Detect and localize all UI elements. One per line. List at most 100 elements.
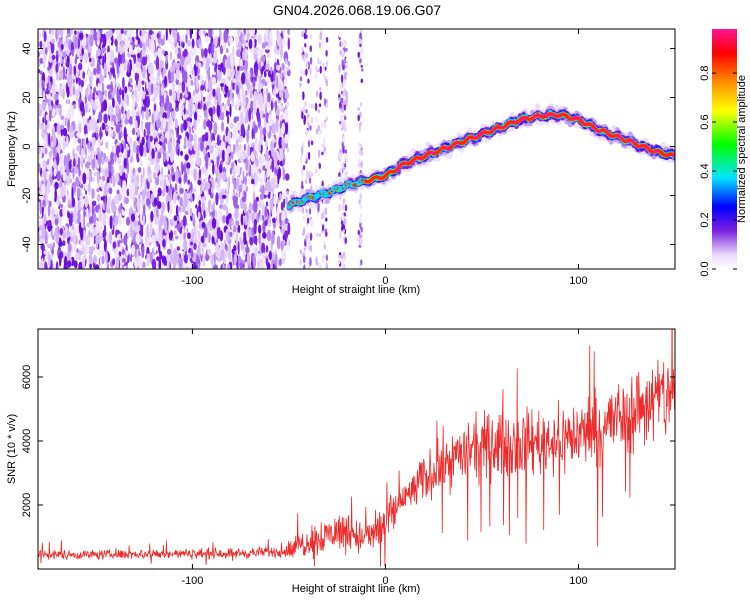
noise-point xyxy=(74,36,79,49)
noise-point xyxy=(229,167,232,175)
noise-point xyxy=(299,68,303,76)
noise-point xyxy=(153,83,157,90)
noise-point xyxy=(193,133,197,144)
noise-point xyxy=(193,168,198,182)
noise-point xyxy=(252,254,257,269)
noise-point xyxy=(220,141,226,150)
noise-point xyxy=(126,31,130,37)
noise-point xyxy=(150,40,155,55)
noise-point xyxy=(66,263,69,269)
noise-point xyxy=(138,127,143,132)
noise-point xyxy=(169,89,172,97)
noise-point xyxy=(206,145,210,150)
noise-point xyxy=(115,256,120,269)
noise-point xyxy=(84,195,89,208)
noise-point xyxy=(236,97,240,110)
noise-point xyxy=(114,215,119,226)
noise-point xyxy=(141,189,146,201)
noise-point xyxy=(79,181,82,186)
noise-point xyxy=(134,71,140,82)
noise-point xyxy=(247,266,252,269)
noise-point xyxy=(245,96,249,104)
noise-point xyxy=(76,217,79,224)
noise-point xyxy=(55,233,60,245)
noise-point xyxy=(161,201,165,211)
noise-point xyxy=(188,98,193,112)
noise-point xyxy=(130,244,136,256)
noise-point xyxy=(315,116,318,124)
noise-point xyxy=(223,103,227,111)
noise-point xyxy=(260,61,264,67)
noise-point xyxy=(65,188,68,199)
noise-point xyxy=(197,211,201,220)
noise-point xyxy=(281,248,287,260)
noise-point xyxy=(175,62,180,70)
noise-point xyxy=(97,90,102,96)
noise-point xyxy=(91,187,94,200)
noise-point xyxy=(55,261,59,269)
noise-point xyxy=(193,230,198,235)
noise-point xyxy=(180,55,185,66)
noise-point xyxy=(147,110,150,119)
noise-point xyxy=(267,92,271,104)
noise-point xyxy=(279,192,282,201)
noise-point xyxy=(139,235,143,242)
noise-point xyxy=(111,114,117,122)
noise-point xyxy=(274,253,278,266)
noise-point xyxy=(345,171,348,175)
noise-point xyxy=(258,139,261,150)
noise-point xyxy=(275,107,280,116)
noise-point xyxy=(92,102,96,111)
noise-point xyxy=(197,229,201,241)
noise-point xyxy=(309,244,313,253)
noise-point xyxy=(58,84,63,97)
noise-point xyxy=(342,229,345,233)
noise-point xyxy=(40,257,44,269)
noise-point xyxy=(191,38,195,49)
noise-point xyxy=(105,234,109,241)
noise-point xyxy=(68,160,72,170)
noise-point xyxy=(341,212,344,221)
noise-point xyxy=(210,186,214,194)
noise-point xyxy=(160,102,164,108)
noise-point xyxy=(88,119,94,128)
noise-point xyxy=(339,121,342,125)
noise-point xyxy=(75,152,78,166)
noise-point xyxy=(185,29,190,36)
noise-point xyxy=(229,36,234,45)
noise-point xyxy=(91,200,97,206)
noise-point xyxy=(284,217,289,225)
noise-point xyxy=(277,33,282,47)
noise-point xyxy=(127,62,130,74)
noise-point xyxy=(240,123,245,137)
noise-point xyxy=(47,221,52,226)
noise-point xyxy=(287,222,291,235)
noise-point xyxy=(281,220,285,227)
noise-point xyxy=(344,204,348,212)
noise-point xyxy=(52,147,57,159)
noise-point xyxy=(216,226,221,239)
noise-point xyxy=(258,233,261,244)
noise-point xyxy=(269,198,274,210)
noise-point xyxy=(340,74,344,83)
noise-point xyxy=(189,48,194,58)
noise-point xyxy=(135,103,138,108)
noise-point xyxy=(270,140,274,151)
noise-point xyxy=(148,62,152,74)
noise-point xyxy=(88,52,91,58)
noise-point xyxy=(253,34,256,40)
noise-point xyxy=(325,102,328,109)
noise-point xyxy=(121,210,126,216)
noise-point xyxy=(77,156,81,168)
noise-point xyxy=(157,151,161,158)
noise-point xyxy=(112,241,117,249)
noise-point xyxy=(38,163,41,173)
noise-point xyxy=(307,113,310,117)
noise-point xyxy=(283,109,289,123)
noise-point xyxy=(237,255,242,262)
noise-point xyxy=(62,232,67,239)
noise-point xyxy=(43,200,45,206)
noise-point xyxy=(240,191,243,199)
noise-point xyxy=(208,120,213,131)
noise-point xyxy=(222,215,226,224)
